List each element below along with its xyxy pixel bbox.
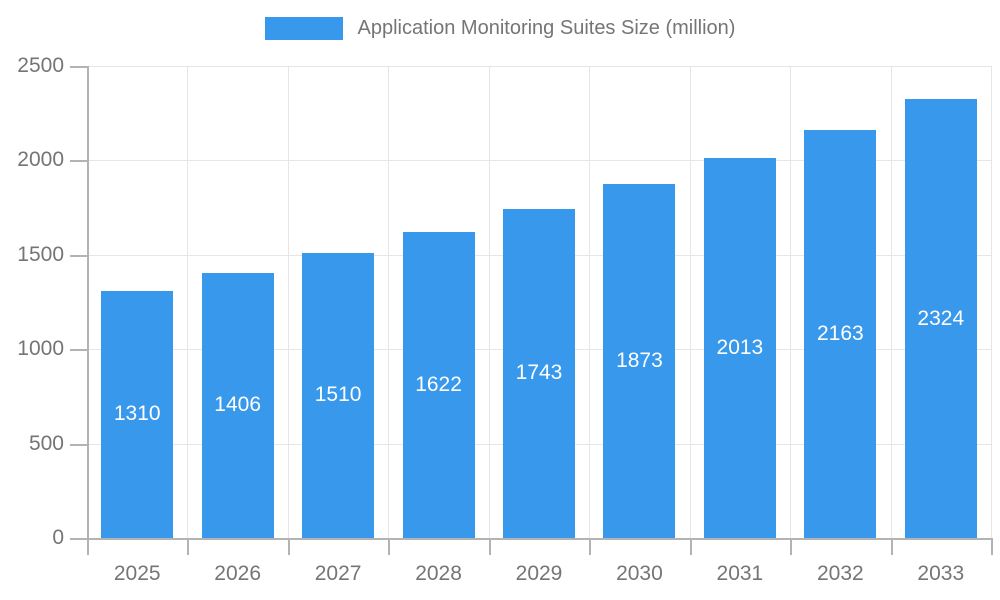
x-gridline [388,66,390,538]
x-gridline [991,66,992,538]
x-tick-label: 2030 [616,562,663,585]
bar[interactable] [904,99,977,538]
x-axis-tick [287,538,290,555]
x-axis-tick [890,538,893,555]
legend-swatch-icon [264,17,343,40]
x-gridline [488,66,490,538]
chart-legend: Application Monitoring Suites Size (mill… [0,17,1000,40]
x-tick-label: 2031 [716,562,764,585]
x-tick-label: 2025 [113,562,161,585]
x-tick-label: 2027 [314,562,362,585]
x-axis-tick [87,538,89,555]
y-tick-label: 2500 [17,54,64,77]
bar[interactable] [402,231,475,538]
bar-value-label: 1310 [113,402,161,426]
x-axis-tick [991,538,993,555]
bar[interactable] [302,252,375,538]
y-axis-tick [70,349,87,352]
bar-value-label: 2324 [917,306,965,330]
bar[interactable] [201,272,274,538]
x-gridline [890,66,892,538]
x-axis-tick [689,538,692,555]
y-gridline [87,160,991,162]
y-tick-label: 0 [52,526,64,549]
bar[interactable] [101,290,174,538]
y-axis-tick [70,538,87,540]
y-axis-tick [70,254,87,257]
x-gridline [689,66,691,538]
x-tick-label: 2028 [415,562,462,585]
x-axis-line [87,538,991,540]
x-tick-label: 2026 [214,562,262,585]
x-tick-label: 2029 [515,562,563,585]
y-tick-label: 2000 [17,148,64,172]
x-gridline [589,66,591,538]
x-axis-tick [187,538,190,555]
bar-value-label: 2013 [716,335,764,359]
y-axis-tick [70,160,87,163]
y-tick-label: 1500 [17,242,64,266]
bar-value-label: 1510 [314,383,362,407]
bar-value-label: 1743 [515,361,563,385]
x-gridline [790,66,792,538]
y-tick-label: 1000 [17,337,64,361]
bar[interactable] [804,129,877,538]
y-axis-tick [70,66,87,68]
x-axis-tick [790,538,793,555]
legend-item-series[interactable]: Application Monitoring Suites Size (mill… [264,17,736,40]
bar[interactable] [503,208,575,538]
x-tick-label: 2032 [816,562,864,585]
bar-value-label: 1873 [616,349,663,373]
y-tick-label: 500 [28,431,64,455]
x-gridline [187,66,189,538]
x-axis-tick [388,538,391,555]
bar-value-label: 2163 [816,321,864,345]
bar[interactable] [603,184,676,538]
x-axis-tick [488,538,491,555]
y-gridline [87,66,991,67]
bar-value-label: 1622 [415,372,462,396]
x-tick-label: 2033 [917,562,965,585]
bar[interactable] [703,157,776,538]
x-axis-tick [589,538,592,555]
x-gridline [287,66,289,538]
y-axis-line [87,66,89,540]
y-axis-tick [70,443,87,446]
bar-value-label: 1406 [214,393,262,417]
legend-label: Application Monitoring Suites Size (mill… [357,17,736,39]
